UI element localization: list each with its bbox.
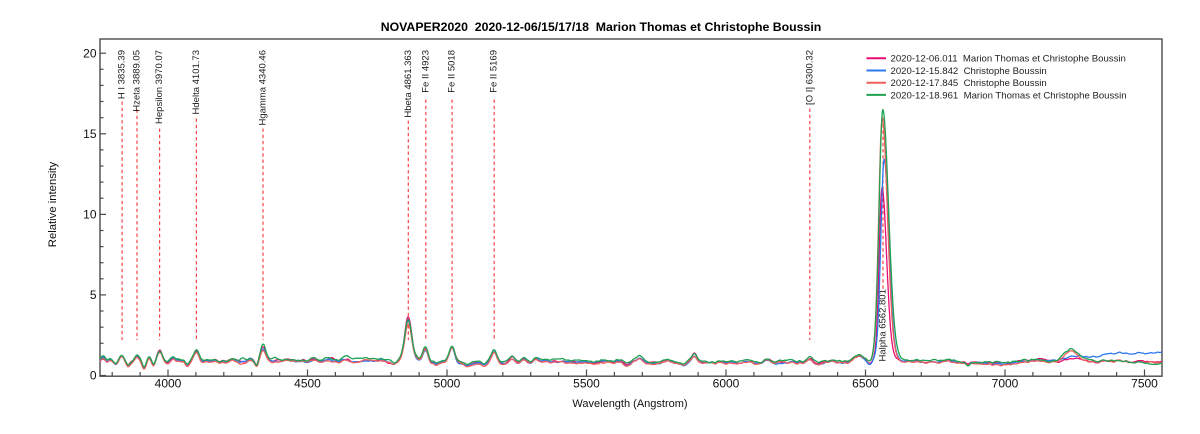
svg-text:NOVAPER2020 2020-12-06/15/17/: NOVAPER2020 2020-12-06/15/17/18 Marion T… [381,20,822,34]
svg-text:2020-12-15.842 Christophe Bou: 2020-12-15.842 Christophe Boussin [891,66,1047,77]
svg-text:Hzeta 3889.05: Hzeta 3889.05 [132,50,143,112]
svg-text:2020-12-06.011 Marion Thomas: 2020-12-06.011 Marion Thomas et Christop… [891,54,1126,65]
svg-text:Fe II 4923: Fe II 4923 [420,50,431,93]
svg-text:4000: 4000 [155,377,182,391]
svg-text:4500: 4500 [294,377,321,391]
svg-text:6000: 6000 [713,377,740,391]
svg-text:2020-12-17.845 Christophe Bou: 2020-12-17.845 Christophe Boussin [891,78,1047,89]
svg-text:10: 10 [83,208,97,222]
svg-text:2020-12-18.961 Marion Thomas: 2020-12-18.961 Marion Thomas et Christop… [891,90,1127,101]
svg-text:Hdelta 4101.73: Hdelta 4101.73 [191,50,202,114]
svg-text:5: 5 [90,288,97,302]
svg-text:5000: 5000 [434,377,461,391]
svg-text:Halpha 6562.801: Halpha 6562.801 [878,289,889,361]
svg-text:20: 20 [83,46,97,60]
svg-text:Hepsilon 3970.07: Hepsilon 3970.07 [154,50,165,124]
svg-text:H I 3835.39: H I 3835.39 [117,50,128,99]
svg-text:Hbeta 4861.363: Hbeta 4861.363 [403,50,414,118]
svg-text:15: 15 [83,127,97,141]
svg-text:0: 0 [90,369,97,383]
svg-text:6500: 6500 [852,377,879,391]
svg-text:5500: 5500 [573,377,600,391]
svg-text:[O I] 6300.32: [O I] 6300.32 [804,50,815,105]
svg-text:Wavelength (Angstrom): Wavelength (Angstrom) [572,398,687,410]
svg-text:Relative intensity: Relative intensity [47,161,59,247]
svg-text:Fe II 5018: Fe II 5018 [447,50,458,93]
svg-text:Fe II 5169: Fe II 5169 [489,50,500,93]
svg-text:Hgamma 4340.46: Hgamma 4340.46 [258,50,269,126]
svg-text:7500: 7500 [1131,377,1158,391]
svg-text:7000: 7000 [992,377,1019,391]
